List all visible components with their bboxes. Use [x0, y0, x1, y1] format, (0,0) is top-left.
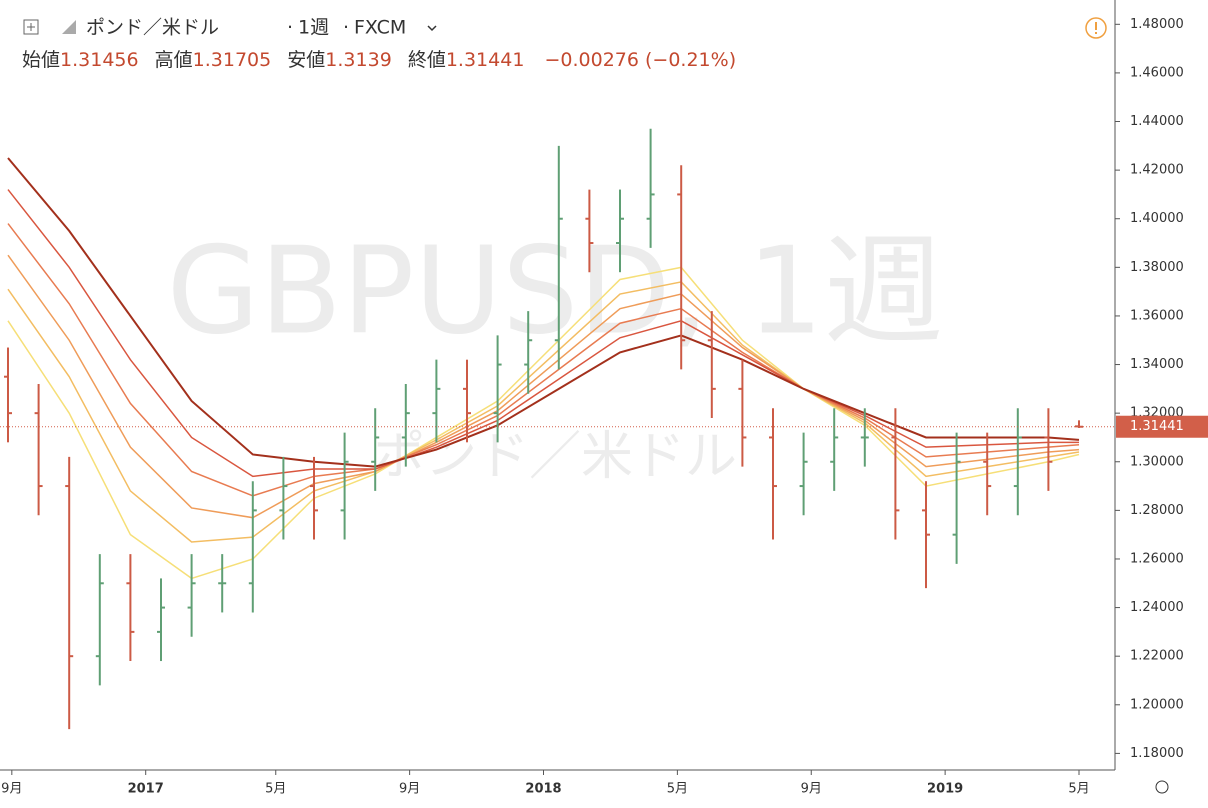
symbol: ポンド／米ドル: [86, 17, 219, 39]
last-price-label: 1.31441: [1130, 419, 1184, 434]
close-value: 1.31441: [446, 49, 525, 71]
x-tick-label: 5月: [265, 782, 286, 797]
low-value: 1.3139: [325, 49, 391, 71]
dropdown-icon[interactable]: [427, 25, 437, 32]
watermark-sub: ポンド／米ドル: [373, 427, 737, 487]
plot: [0, 128, 1115, 730]
x-tick-label: 2019: [927, 782, 963, 797]
alert-icon[interactable]: [1085, 17, 1107, 39]
high-label: 高値: [155, 49, 193, 71]
x-tick-label: 9月: [1, 782, 22, 797]
y-tick-label: 1.20000: [1130, 697, 1184, 712]
y-tick-label: 1.18000: [1130, 746, 1184, 761]
y-tick-label: 1.46000: [1130, 65, 1184, 80]
y-tick-label: 1.34000: [1130, 357, 1184, 372]
x-tick-label: 2018: [525, 782, 561, 797]
open-label: 始値: [22, 49, 60, 71]
y-tick-label: 1.44000: [1130, 114, 1184, 129]
close-label: 終値: [408, 49, 446, 71]
low-label: 安値: [287, 49, 325, 71]
watermark: GBPUSD, 1週: [167, 223, 944, 362]
y-tick-label: 1.30000: [1130, 454, 1184, 469]
x-tick-label: 9月: [399, 782, 420, 797]
y-tick-label: 1.48000: [1130, 17, 1184, 32]
add-icon: [27, 23, 35, 31]
flag-icon: [62, 20, 76, 34]
x-tick-label: 2017: [128, 782, 164, 797]
y-tick-label: 1.28000: [1130, 503, 1184, 518]
interval: 1週: [298, 17, 329, 39]
moving-average: [7, 189, 1079, 478]
x-tick-label: 9月: [801, 782, 822, 797]
y-tick-label: 1.26000: [1130, 551, 1184, 566]
x-tick-label: 5月: [667, 782, 688, 797]
moving-average: [7, 157, 1080, 468]
y-tick-label: 1.24000: [1130, 600, 1184, 615]
y-tick-label: 1.22000: [1130, 649, 1184, 664]
y-tick-label: 1.38000: [1130, 260, 1184, 275]
last-price-box: [1116, 415, 1208, 438]
sep: ·: [343, 17, 349, 39]
sep: ·: [287, 17, 293, 39]
add-icon[interactable]: [23, 19, 39, 35]
open-value: 1.31456: [60, 49, 139, 71]
y-tick-label: 1.36000: [1130, 308, 1184, 323]
axis-bg: [1115, 0, 1208, 804]
axis-bg: [0, 770, 1208, 804]
axes: 1.18000 1.20000 1.22000 1.24000 1.26000 1.280…: [1, 17, 1208, 797]
high-value: 1.31705: [193, 49, 272, 71]
y-tick-label: 1.40000: [1130, 211, 1184, 226]
settings-icon[interactable]: [1155, 780, 1169, 794]
y-tick-label: 1.42000: [1130, 163, 1184, 178]
ohlc-line: 始値1.31456 高値1.31705 安値1.3139 終値1.31441 −…: [22, 49, 736, 71]
change: −0.00276 (−0.21%): [544, 49, 736, 71]
source[interactable]: FXCM: [354, 17, 406, 39]
x-tick-label: 5月: [1068, 782, 1089, 797]
